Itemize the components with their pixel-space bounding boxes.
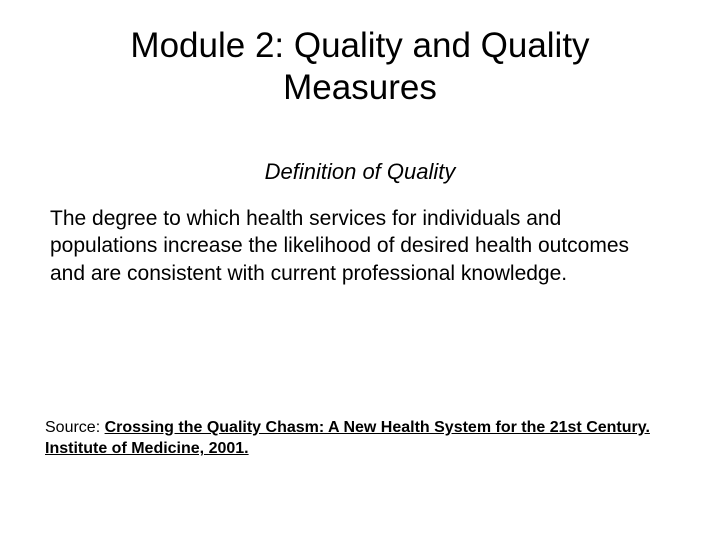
source-text: Crossing the Quality Chasm: A New Health… [45,419,650,458]
source-label: Source: [45,419,105,436]
source-citation: Source: Crossing the Quality Chasm: A Ne… [45,417,675,460]
slide-title: Module 2: Quality and Quality Measures [45,25,675,109]
definition-body: The degree to which health services for … [45,205,675,287]
slide-subtitle: Definition of Quality [45,159,675,185]
